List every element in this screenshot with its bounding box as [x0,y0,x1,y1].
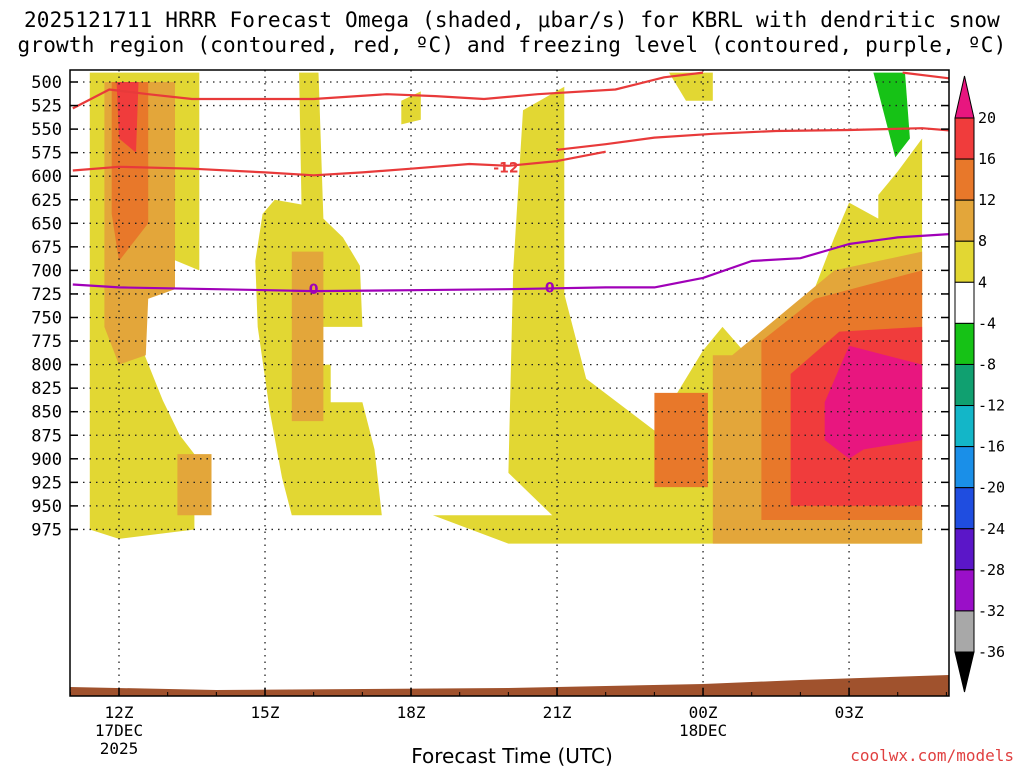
colorbar-box [954,487,975,530]
contour-1 [902,71,949,80]
y-tick-label: 600 [31,167,62,187]
colorbar-box [954,610,975,653]
colorbar-label: 4 [978,273,987,291]
y-tick-label: 825 [31,379,62,399]
y-tick-label: 925 [31,473,62,493]
plot-frame [69,69,950,697]
colorbar-label: 8 [978,232,987,250]
colorbar-label: -28 [978,561,1005,579]
y-tick-label: 700 [31,261,62,281]
y-tick-label: 750 [31,309,62,329]
omega-shading [89,72,923,544]
colorbar-label: 20 [978,109,996,127]
colorbar-box [954,240,975,283]
omega-region-12-16-1 [654,392,708,488]
omega-region-4-8-4 [669,72,713,101]
colorbar-label: -12 [978,397,1005,415]
omega-region-8-12-2 [177,454,212,516]
colorbar-label: -32 [978,602,1005,620]
omega-region-20+-0 [824,345,923,459]
y-tick-label: 950 [31,497,62,517]
colorbar-box [954,322,975,365]
contour-label-3-0: -12 [493,161,518,177]
y-tick-label: 575 [31,144,62,164]
terrain [70,675,949,696]
colorbar-label: -16 [978,438,1005,456]
y-tick-label: 775 [31,332,62,352]
omega-region-16-20-0 [116,82,139,153]
colorbar-box [954,446,975,489]
y-tick-label: 975 [31,520,62,540]
chart-title-line2: growth region (contoured, red, ºC) and f… [17,33,1007,57]
colorbar-label: -24 [978,520,1005,538]
omega-region-8-12-1 [291,251,324,422]
colorbar-box [954,528,975,571]
contour-3 [72,150,606,177]
x-tick-date: 17DEC [95,721,143,740]
y-tick-label: 550 [31,120,62,140]
contour-2 [556,127,949,151]
colorbar-label: 12 [978,191,996,209]
colorbar-box [954,569,975,612]
contour-label-4-1: 0 [545,280,555,296]
colorbar-label: 16 [978,150,996,168]
omega-region--8to-4-0 [873,72,910,158]
colorbar-box [954,281,975,324]
y-axis: 500 525 550 575 600 625 650 675 700 725 750 775 800 8… [31,73,949,540]
y-tick-label: 625 [31,191,62,211]
x-tick-label: 18Z [397,703,426,722]
colorbar-label: -20 [978,479,1005,497]
colorbar-box [954,363,975,407]
colorbar: 20 16 12 8 4 -4 -8 -12 -16 -20 -24 -28 -32 -36 [954,75,1005,693]
colorbar-box [954,405,975,448]
x-tick-label: 15Z [251,703,280,722]
y-tick-label: 850 [31,403,62,423]
colorbar-box [954,117,975,160]
colorbar-top-triangle [954,75,975,119]
x-tick-date: 18DEC [679,721,727,740]
x-tick-label: 12Z [105,703,134,722]
contour-4 [72,233,949,293]
colorbar-label: -4 [978,314,996,332]
y-tick-label: 525 [31,97,62,117]
y-tick-label: 675 [31,238,62,258]
y-tick-label: 800 [31,356,62,376]
y-tick-label: 900 [31,450,62,470]
gridlines [70,70,949,696]
terrain-surface [70,675,949,696]
omega-region-4-8-2 [401,91,421,125]
colorbar-box [954,158,975,201]
contours: -12 0 0 [72,71,949,298]
y-tick-label: 725 [31,285,62,305]
y-tick-label: 650 [31,214,62,234]
x-axis-title: Forecast Time (UTC) [411,744,613,768]
colorbar-label: -8 [978,355,996,373]
y-tick-label: 500 [31,73,62,93]
x-tick-label: 21Z [543,703,572,722]
credit-link[interactable]: coolwx.com/models [850,746,1014,765]
contour-0 [72,71,704,110]
x-tick-label: 00Z [689,703,718,722]
y-tick-label: 875 [31,426,62,446]
x-tick-label: 03Z [835,703,864,722]
colorbar-bottom-triangle [954,651,975,693]
colorbar-label: -36 [978,643,1005,661]
colorbar-box [954,199,975,242]
x-tick-year: 2025 [100,739,139,758]
chart-title-line1: 2025121711 HRRR Forecast Omega (shaded, … [23,8,1001,32]
contour-label-4-0: 0 [309,282,319,298]
